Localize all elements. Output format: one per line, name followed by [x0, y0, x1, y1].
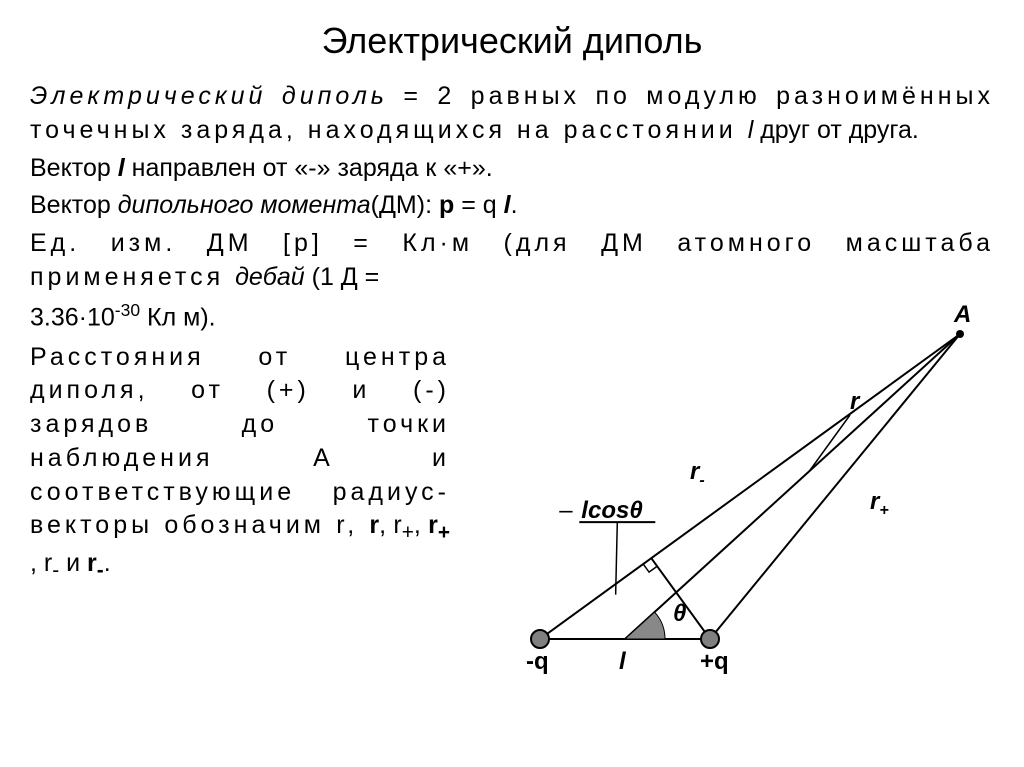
units-paragraph-line1: Ед. изм. ДМ [p] = Кл·м (для ДМ атомного … — [30, 227, 994, 295]
sub-plus2: + — [438, 521, 450, 544]
units-exponent: -30 — [115, 300, 140, 320]
page-title: Электрический диполь — [30, 20, 994, 62]
dipole-svg: Ar r-r+ θ –lcosθ -q l +q — [470, 299, 990, 679]
svg-text:-q: -q — [526, 648, 549, 675]
left-text-column: 3.36·10-30 Кл м). Расстояния от центра д… — [30, 299, 450, 586]
distances-paragraph: Расстояния от центра диполя, от (+) и (-… — [30, 341, 450, 586]
svg-text:lcosθ: lcosθ — [581, 497, 642, 524]
dipole-moment-paragraph: Вектор дипольного момента(ДМ): p = q l. — [30, 189, 994, 223]
sub-plus: + — [402, 521, 414, 544]
units-pre: Ед. изм. ДМ [p] = Кл·м (для ДМ атомного … — [30, 229, 994, 291]
r-minus-bold: r — [87, 549, 97, 577]
lower-row: 3.36·10-30 Кл м). Расстояния от центра д… — [30, 299, 994, 679]
dipole-diagram: Ar r-r+ θ –lcosθ -q l +q — [470, 299, 994, 679]
definition-paragraph: Электрический диполь = 2 равных по модул… — [30, 80, 994, 148]
dm-term: дипольного момента — [118, 191, 371, 219]
units-value-line: 3.36·10-30 Кл м). — [30, 299, 450, 335]
sep4: и — [59, 549, 87, 577]
svg-text:r-: r- — [690, 458, 705, 489]
svg-text:θ: θ — [673, 600, 686, 627]
dm-post: (ДМ): — [371, 191, 439, 219]
definition-term: Электрический диполь — [30, 82, 388, 110]
formula-p: p — [439, 191, 454, 219]
units-paren: (1 Д = — [305, 263, 380, 291]
formula-eq: = q — [454, 191, 503, 219]
units-end: Кл м). — [140, 303, 216, 331]
units-value: 3.36·10 — [30, 303, 115, 331]
sep3: , r — [30, 549, 52, 577]
svg-text:A: A — [953, 301, 971, 328]
content-block: Электрический диполь = 2 равных по модул… — [30, 80, 994, 679]
sub-minus2: - — [97, 559, 104, 582]
svg-text:r: r — [850, 388, 861, 415]
vector-l-post: направлен от «-» заряда к «+». — [125, 154, 493, 182]
svg-text:l: l — [619, 648, 627, 675]
dist-end: . — [104, 549, 111, 577]
vector-l-pre: Вектор — [30, 154, 118, 182]
r-plus-bold: r — [428, 511, 438, 539]
r-bold: r — [369, 511, 379, 539]
units-term: дебай — [235, 263, 305, 291]
formula-l: l — [504, 191, 511, 219]
sep1: , r — [379, 511, 402, 539]
dm-pre: Вектор — [30, 191, 118, 219]
svg-text:+q: +q — [700, 648, 729, 675]
vector-l-symbol: l — [118, 154, 125, 182]
vector-l-paragraph: Вектор l направлен от «-» заряда к «+». — [30, 152, 994, 186]
formula-dot: . — [511, 191, 518, 219]
sep2: , — [414, 511, 428, 539]
distances-text: Расстояния от центра диполя, от (+) и (-… — [30, 343, 450, 540]
svg-text:r+: r+ — [870, 488, 889, 519]
svg-text:–: – — [559, 497, 573, 524]
definition-end: друг от друга. — [753, 116, 919, 144]
